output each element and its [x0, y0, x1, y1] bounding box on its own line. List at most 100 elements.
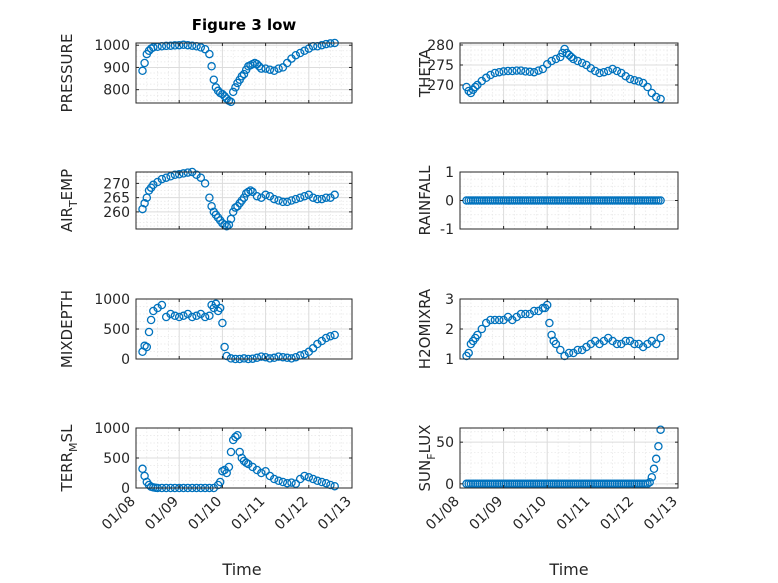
data-point [287, 354, 296, 363]
data-point [326, 331, 335, 341]
data-point [621, 71, 630, 81]
data-point [252, 191, 262, 201]
ytick-label: 280 [427, 38, 454, 54]
data-point [330, 481, 339, 491]
y-axis-label: THETA [416, 48, 434, 98]
data-point [239, 354, 249, 363]
data-point [612, 66, 622, 76]
ytick-label: 0 [121, 481, 130, 497]
subplot-5: 0 500 1000 MIXDEPTH [58, 290, 353, 368]
data-point [269, 353, 279, 363]
data-point [481, 73, 491, 83]
xtick-label: 01/08 [99, 494, 139, 534]
data-point [161, 173, 171, 182]
ytick-label: 0 [121, 352, 130, 368]
data-point [295, 48, 305, 58]
data-point [464, 86, 473, 96]
xtick-label: 01/13 [315, 494, 355, 534]
data-point [595, 68, 604, 78]
data-point [239, 193, 249, 202]
data-point [300, 471, 309, 481]
data-point [278, 477, 288, 487]
data-point [209, 75, 219, 84]
data-point [252, 353, 262, 363]
data-point [218, 318, 227, 328]
xtick-label: 01/10 [510, 494, 550, 534]
data-point [226, 97, 236, 107]
data-point [621, 336, 630, 346]
data-point [231, 432, 240, 442]
data-point [308, 343, 318, 353]
data-point [471, 82, 480, 92]
data-point [170, 41, 180, 50]
xtick-label: 01/09 [467, 494, 507, 534]
y-axis-label: RAINFALL [416, 165, 434, 236]
data-point [300, 46, 309, 56]
series-markers [138, 167, 339, 231]
subplot-6: 1 2 3 H2OMIXRA [416, 288, 679, 369]
data-point [317, 194, 327, 204]
y-axis-label: MIXDEPTH [58, 290, 76, 368]
data-point [274, 476, 283, 486]
data-point [228, 207, 238, 217]
data-point [538, 64, 548, 74]
data-point [516, 66, 526, 75]
data-point [207, 62, 216, 71]
data-point [603, 66, 613, 76]
data-point [551, 339, 561, 349]
data-point [282, 353, 292, 363]
data-point [205, 311, 214, 321]
data-point [291, 194, 301, 204]
data-point [140, 58, 149, 68]
data-point [261, 190, 270, 200]
ytick-label: 1000 [94, 292, 130, 308]
y-axis-label: TERRMSL [58, 424, 80, 493]
data-point [265, 191, 275, 201]
ytick-label: 3 [445, 292, 454, 308]
data-point [157, 174, 167, 184]
data-point [473, 330, 482, 340]
data-point [248, 187, 257, 197]
xtick-label: 01/09 [142, 494, 182, 534]
data-point [317, 40, 327, 50]
data-point [142, 342, 152, 352]
data-point [330, 330, 339, 340]
subplot-7: 0 500 1000 01/08 01/09 01/10 01/11 01/12 01/13 TE… [58, 421, 355, 579]
ytick-label: 50 [436, 435, 454, 451]
data-point [226, 447, 236, 457]
data-point [207, 201, 216, 211]
data-point [174, 40, 184, 50]
data-point [326, 193, 335, 202]
data-point [166, 172, 175, 181]
y-axis-label: H2OMIXRA [416, 288, 434, 369]
data-point [313, 476, 322, 486]
y-axis-label: AIRTEMP [58, 169, 80, 232]
data-point [649, 464, 659, 474]
xtick-label: 01/13 [641, 494, 681, 534]
data-point [564, 348, 574, 358]
data-point [257, 193, 266, 202]
data-point [295, 193, 305, 202]
data-point [490, 68, 500, 78]
data-point [282, 58, 292, 68]
data-point [231, 203, 240, 212]
ytick-label: 0 [445, 477, 454, 493]
data-point [215, 477, 225, 487]
data-point [525, 67, 535, 77]
data-point [647, 472, 657, 482]
data-point [291, 352, 301, 362]
data-point [218, 89, 227, 99]
data-point [656, 196, 665, 205]
data-point [269, 66, 279, 76]
data-point [161, 41, 171, 51]
data-point [224, 462, 234, 472]
data-point [269, 474, 279, 484]
data-point [573, 56, 582, 66]
data-point [330, 190, 339, 200]
axes-frame [459, 42, 679, 104]
xtick-label: 01/12 [272, 494, 312, 534]
data-point [228, 87, 238, 97]
data-point [521, 67, 530, 76]
ytick-label: 1000 [94, 38, 130, 54]
